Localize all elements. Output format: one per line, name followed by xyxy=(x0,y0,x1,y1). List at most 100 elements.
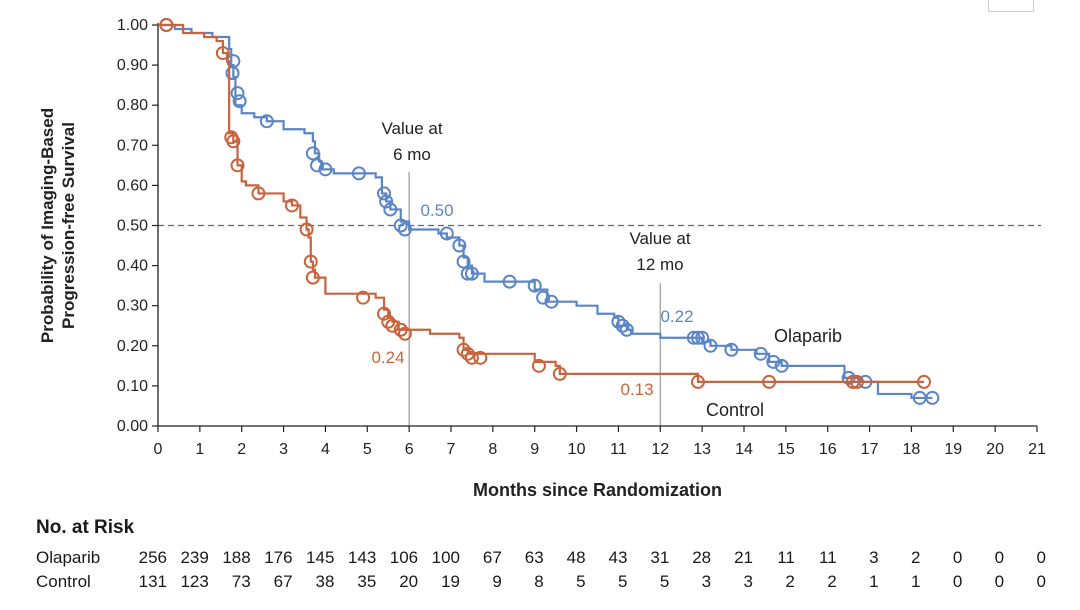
risk-value: 3 xyxy=(743,572,753,591)
censor-mark-olaparib xyxy=(351,166,366,181)
censor-mark-control xyxy=(356,290,371,305)
x-tick-label: 13 xyxy=(693,441,711,458)
risk-value: 3 xyxy=(701,572,712,591)
y-tick-label: 0.50 xyxy=(117,218,148,235)
risk-value: 131 xyxy=(138,572,167,591)
censor-mark-olaparib xyxy=(841,370,856,385)
risk-table-title: No. at Risk xyxy=(36,517,135,538)
censor-mark-olaparib xyxy=(259,114,274,129)
x-axis-title: Months since Randomization xyxy=(473,480,722,500)
annotation-12-mo-line-1: Value at xyxy=(629,229,690,248)
censor-mark-control xyxy=(456,342,471,357)
risk-value: 8 xyxy=(534,572,544,591)
risk-value: 188 xyxy=(222,548,251,567)
censor-mark-control xyxy=(251,186,266,201)
x-tick-label: 10 xyxy=(568,441,586,458)
censor-mark-olaparib xyxy=(397,222,412,237)
risk-value: 19 xyxy=(441,572,460,591)
x-tick-label: 0 xyxy=(154,441,163,458)
risk-row-label: Control xyxy=(36,572,91,591)
y-tick-label: 0.10 xyxy=(117,378,148,395)
risk-value: 63 xyxy=(524,548,544,567)
risk-value: 0 xyxy=(994,572,1005,591)
risk-row-label: Olaparib xyxy=(36,548,101,567)
risk-value: 0 xyxy=(1036,548,1046,567)
y-axis-title-line-2: Progression-free Survival xyxy=(59,122,78,329)
value-label-olaparib: 0.22 xyxy=(660,307,693,326)
censor-mark-control xyxy=(303,254,318,269)
censor-mark-olaparib xyxy=(703,338,718,353)
risk-value: 20 xyxy=(399,572,419,591)
x-tick-label: 11 xyxy=(610,441,627,458)
y-tick-label: 0.80 xyxy=(117,97,148,114)
y-tick-label: 0.30 xyxy=(117,298,148,315)
risk-value: 2 xyxy=(910,548,921,567)
x-tick-label: 4 xyxy=(321,441,330,458)
risk-value: 67 xyxy=(273,572,293,591)
censor-mark-olaparib xyxy=(766,354,781,369)
censor-mark-olaparib xyxy=(377,186,392,201)
risk-value: 2 xyxy=(827,572,837,591)
risk-value: 5 xyxy=(659,572,670,591)
x-tick-label: 7 xyxy=(447,441,456,458)
censor-mark-olaparib xyxy=(225,66,240,81)
censor-mark-olaparib xyxy=(464,266,479,281)
censor-mark-control xyxy=(305,270,320,285)
censor-mark-olaparib xyxy=(379,194,394,209)
annotation-12-mo-line-2: 12 mo xyxy=(636,255,683,274)
censor-mark-olaparib xyxy=(230,86,245,101)
risk-value: 1 xyxy=(910,572,921,591)
y-tick-label: 0.70 xyxy=(117,137,148,154)
risk-value: 0 xyxy=(1036,572,1046,591)
censor-mark-control xyxy=(473,350,488,365)
censor-mark-control xyxy=(845,374,860,389)
censor-mark-olaparib xyxy=(925,390,940,405)
x-tick-label: 20 xyxy=(986,441,1004,458)
series-line-control xyxy=(158,23,924,383)
censor-mark-olaparib xyxy=(615,318,630,333)
censor-mark-control xyxy=(299,222,314,237)
censor-mark-olaparib xyxy=(611,314,626,329)
value-label-control: 0.24 xyxy=(371,348,404,367)
y-tick-label: 0.60 xyxy=(117,177,148,194)
risk-value: 106 xyxy=(389,548,419,567)
censor-mark-control xyxy=(230,158,245,173)
censor-mark-control xyxy=(377,306,392,321)
censor-mark-olaparib xyxy=(536,290,551,305)
censor-mark-control xyxy=(159,18,174,32)
risk-value: 67 xyxy=(482,548,502,567)
annotation-6-mo-line-2: 6 mo xyxy=(393,145,431,164)
x-tick-label: 18 xyxy=(903,441,921,458)
censor-mark-control xyxy=(284,198,299,213)
risk-value: 28 xyxy=(692,548,712,567)
risk-value: 48 xyxy=(566,548,586,567)
x-tick-label: 5 xyxy=(363,441,372,458)
censor-mark-olaparib xyxy=(456,254,471,269)
series-layer xyxy=(158,18,940,405)
x-tick-label: 8 xyxy=(488,441,497,458)
censor-mark-olaparib xyxy=(695,330,710,345)
risk-value: 0 xyxy=(994,548,1005,567)
annotation-6-mo-line-1: Value at xyxy=(381,119,442,138)
censor-mark-control xyxy=(226,134,241,149)
risk-value: 9 xyxy=(492,572,502,591)
censor-mark-olaparib xyxy=(527,278,542,293)
censor-mark-olaparib xyxy=(318,162,333,177)
censor-mark-control xyxy=(393,322,408,337)
x-tick-label: 19 xyxy=(944,441,962,458)
censor-mark-olaparib xyxy=(774,358,789,373)
risk-value: 145 xyxy=(306,548,335,567)
censor-mark-olaparib xyxy=(690,330,705,345)
value-label-control: 0.13 xyxy=(620,380,653,399)
censor-mark-control xyxy=(460,346,475,361)
x-tick-label: 2 xyxy=(237,441,246,458)
censor-mark-control xyxy=(381,314,396,329)
risk-row-control: Control 131 123 73 67 38 35 20 19 9 8 5 5 5 3 3 2 2 1 1 0 0 0 xyxy=(36,572,1076,594)
km-chart: 0.00 0.10 0.20 0.30 0.40 0.50 0.60 0.70 0.80 0.90… xyxy=(38,17,1046,500)
y-tick-label: 0.00 xyxy=(117,418,148,435)
x-tick-label: 9 xyxy=(530,441,539,458)
risk-value: 43 xyxy=(608,548,628,567)
risk-value: 0 xyxy=(952,548,963,567)
risk-value: 73 xyxy=(231,572,251,591)
x-tick-label: 16 xyxy=(819,441,837,458)
